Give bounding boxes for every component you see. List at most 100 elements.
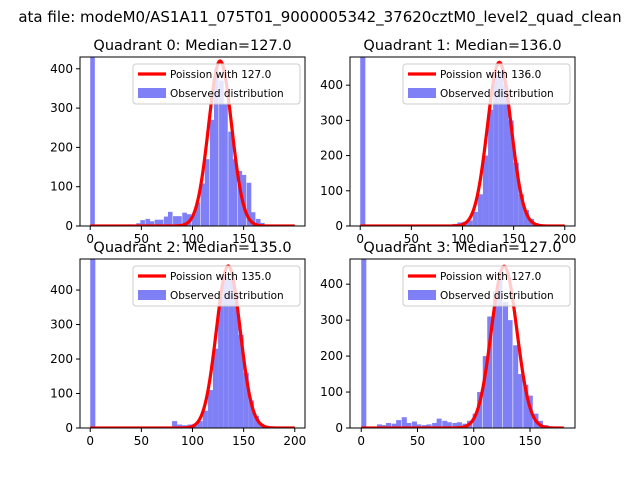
panel-title: Quadrant 1: Median=136.0	[363, 38, 561, 54]
legend-box	[132, 63, 301, 105]
legend: Poission with 135.0 Observed distribution	[132, 265, 301, 307]
legend-label: Observed distribution	[440, 290, 554, 302]
y-tick-label: 300	[320, 113, 343, 127]
hist-bar	[503, 85, 509, 226]
x-tick-label: 150	[519, 434, 542, 448]
hist-bar	[167, 211, 173, 226]
hist-bar	[416, 424, 422, 428]
legend-label: Poission with 127.0	[440, 271, 541, 283]
hist-bar	[204, 159, 210, 226]
hist-bar	[523, 384, 529, 428]
hist-bar	[456, 422, 462, 428]
hist-bar	[218, 296, 224, 428]
y-tick-label: 300	[50, 318, 73, 332]
hist-bar	[361, 259, 367, 428]
y-tick-label: 300	[50, 101, 73, 115]
hist-bar	[149, 221, 155, 226]
y-tick-label: 0	[65, 421, 73, 435]
legend-box	[132, 265, 301, 307]
hist-bar	[406, 422, 412, 428]
panel-title: Quadrant 3: Median=127.0	[363, 240, 561, 256]
hist-bar	[472, 211, 478, 226]
legend-label: Observed distribution	[170, 88, 284, 100]
hist-bar	[477, 194, 483, 226]
hist-bar	[513, 162, 519, 226]
legend-box	[402, 63, 571, 105]
legend-label: Observed distribution	[170, 290, 284, 302]
hist-bar	[248, 400, 254, 428]
y-tick-label: 100	[320, 385, 343, 399]
x-tick-label: 150	[232, 434, 255, 448]
hist-bar	[219, 80, 224, 226]
hist-bar	[442, 420, 448, 428]
hist-bar	[223, 104, 228, 226]
y-tick-label: 100	[50, 180, 73, 194]
hist-bar	[243, 372, 249, 428]
hist-bar	[436, 418, 442, 428]
x-tick-label: 50	[404, 232, 419, 246]
hist-bar	[197, 421, 203, 428]
hist-bar	[498, 71, 504, 226]
hist-bar	[213, 68, 219, 226]
hist-bar	[411, 421, 417, 428]
hist-bar	[507, 320, 513, 428]
hist-bar	[237, 170, 243, 226]
hist-bar	[209, 119, 215, 226]
x-tick-label: 200	[553, 232, 576, 246]
hist-bar	[391, 423, 397, 428]
y-tick-label: 400	[50, 62, 73, 76]
hist-bar	[182, 212, 187, 226]
hist-bar	[233, 293, 239, 428]
x-tick-label: 50	[134, 232, 149, 246]
hist-bar	[503, 302, 509, 428]
y-tick-label: 200	[50, 352, 73, 366]
hist-bar	[212, 348, 219, 428]
plot-area	[360, 259, 565, 428]
hist-bar	[492, 291, 498, 428]
y-tick-label: 200	[320, 349, 343, 363]
plot-area	[89, 259, 296, 428]
y-tick-label: 400	[320, 277, 343, 291]
hist-bar	[467, 220, 473, 226]
hist-bar	[140, 220, 145, 226]
hist-bar	[446, 422, 452, 428]
x-tick-label: 150	[232, 232, 255, 246]
y-tick-label: 100	[320, 184, 343, 198]
hist-bar	[228, 279, 234, 428]
hist-bar	[232, 159, 237, 226]
x-tick-label: 200	[283, 434, 306, 448]
hist-bar	[228, 131, 233, 226]
x-tick-label: 100	[451, 232, 474, 246]
hist-bar	[513, 345, 519, 428]
hist-bar	[223, 276, 229, 428]
hist-bar	[487, 316, 493, 428]
hist-bar	[377, 424, 383, 428]
legend-label: Poission with 136.0	[440, 69, 541, 81]
legend-patch-swatch	[138, 88, 166, 98]
hist-bar	[172, 421, 178, 428]
panel-title: Quadrant 0: Median=127.0	[93, 38, 291, 54]
y-tick-label: 100	[50, 387, 73, 401]
legend-label: Observed distribution	[440, 88, 554, 100]
hist-bar	[177, 424, 183, 428]
y-tick-label: 0	[335, 219, 343, 233]
axes-frame	[349, 258, 576, 429]
hist-bar	[173, 216, 178, 226]
hist-bar	[452, 422, 458, 428]
fit-curve	[360, 264, 565, 428]
x-tick-label: 50	[410, 434, 425, 448]
hist-bar	[200, 183, 206, 226]
hist-bar	[426, 424, 432, 428]
hist-bar	[482, 155, 489, 226]
hist-bar	[202, 410, 208, 428]
hist-bar	[90, 57, 95, 226]
fit-curve	[89, 264, 296, 428]
x-tick-label: 0	[86, 434, 94, 448]
hist-bar	[246, 182, 252, 226]
legend-box	[402, 265, 571, 307]
hist-bar	[207, 390, 213, 428]
x-tick-label: 0	[86, 232, 94, 246]
hist-bar	[482, 356, 488, 428]
legend: Poission with 127.0 Observed distribution	[132, 63, 301, 105]
